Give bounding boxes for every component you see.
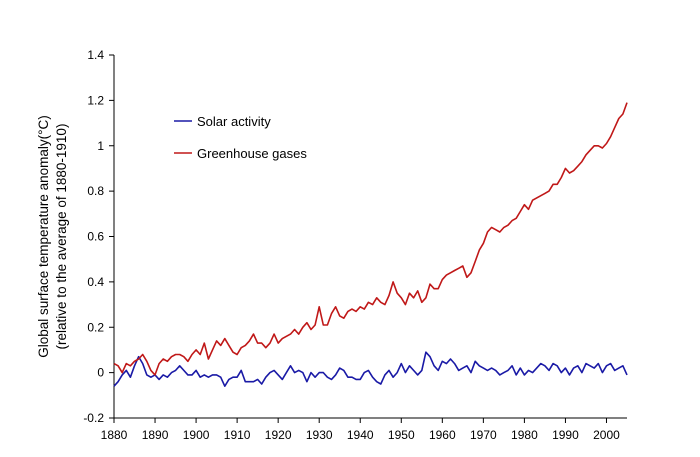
plot-area bbox=[113, 55, 627, 419]
x-tick-label: 1900 bbox=[183, 428, 210, 442]
y-tick-label: 0 bbox=[97, 366, 104, 380]
x-axis: 1880 1890 1900 1910 1920 1930 1940 1950 1960 1970… bbox=[101, 418, 620, 442]
x-tick-label: 1910 bbox=[224, 428, 251, 442]
y-tick-label: 0.6 bbox=[87, 230, 104, 244]
y-tick-label: 1.4 bbox=[87, 48, 104, 62]
y-axis-label-line: (relative to the average of 1880-1910) bbox=[54, 124, 69, 350]
legend: Solar activity Greenhouse gases bbox=[174, 114, 307, 161]
x-tick-label: 1920 bbox=[265, 428, 292, 442]
x-tick-label: 1880 bbox=[101, 428, 128, 442]
x-tick-label: 1940 bbox=[347, 428, 374, 442]
y-axis-label-line: Global surface temperature anomaly(°C) bbox=[36, 115, 51, 358]
y-axis: -0.2 0 0.2 0.4 0.6 0.8 1 1.2 1.4 bbox=[83, 48, 114, 425]
x-tick-label: 1930 bbox=[306, 428, 333, 442]
y-tick-label: 1.2 bbox=[87, 93, 104, 107]
x-tick-label: 1890 bbox=[142, 428, 169, 442]
x-tick-label: 2000 bbox=[593, 428, 620, 442]
series-line-greenhouse-gases bbox=[113, 102, 628, 376]
y-axis-label: Global surface temperature anomaly(°C) (r… bbox=[36, 115, 69, 358]
x-tick-label: 1970 bbox=[470, 428, 497, 442]
y-tick-label: 0.4 bbox=[87, 275, 104, 289]
legend-label: Greenhouse gases bbox=[197, 146, 307, 161]
x-tick-label: 1980 bbox=[511, 428, 538, 442]
y-tick-label: 1 bbox=[97, 139, 104, 153]
y-tick-label: -0.2 bbox=[83, 411, 104, 425]
x-tick-label: 1990 bbox=[552, 428, 579, 442]
series-line-solar-activity bbox=[113, 351, 628, 387]
y-tick-label: 0.8 bbox=[87, 184, 104, 198]
x-tick-label: 1950 bbox=[388, 428, 415, 442]
y-tick-label: 0.2 bbox=[87, 320, 104, 334]
series-layer bbox=[113, 102, 628, 387]
legend-label: Solar activity bbox=[197, 114, 271, 129]
x-tick-label: 1960 bbox=[429, 428, 456, 442]
